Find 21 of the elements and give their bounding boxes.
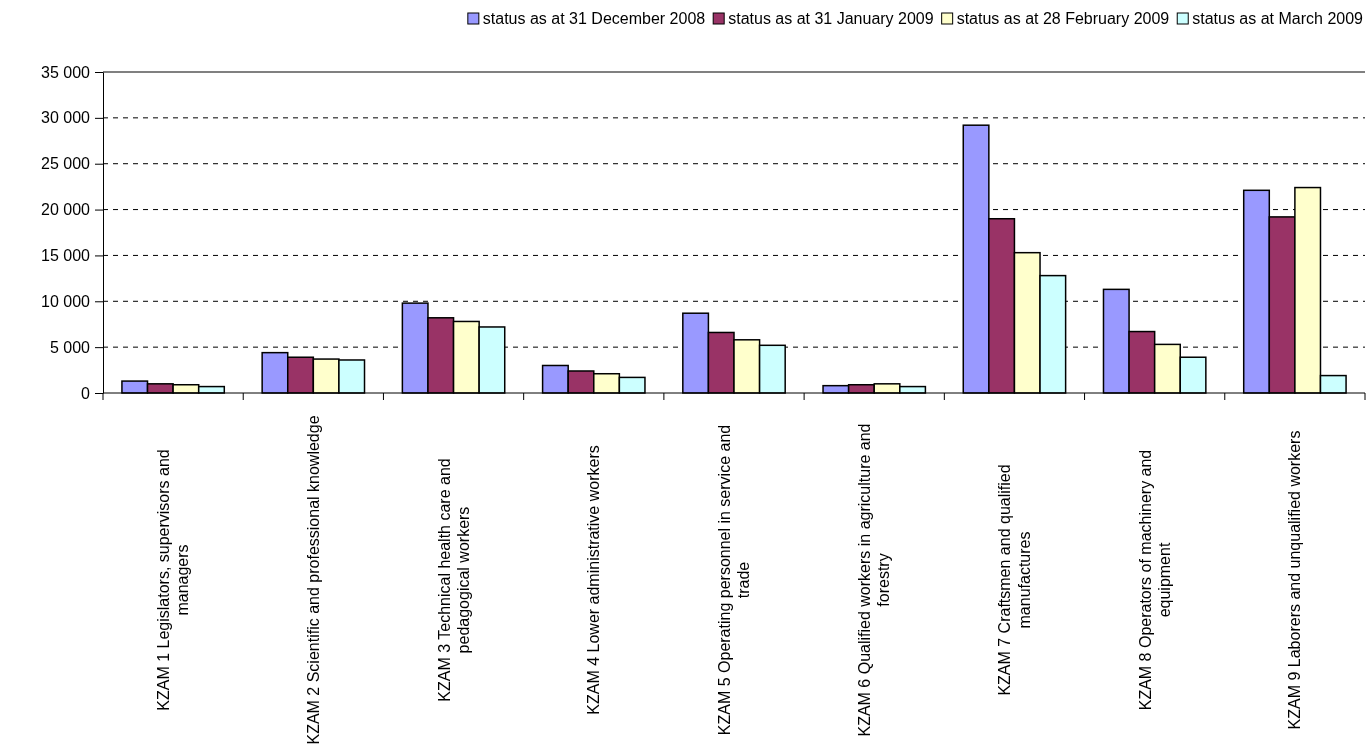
y-tick-label: 25 000 bbox=[41, 155, 91, 173]
x-tick-label: KZAM 4 Lower administrative workers bbox=[585, 445, 603, 715]
y-tick-label: 30 000 bbox=[41, 109, 91, 127]
y-tick-label: 10 000 bbox=[41, 292, 91, 310]
x-tick-label: KZAM 1 Legislators, supervisors and managers bbox=[155, 449, 192, 711]
x-tick-label: KZAM 3 Technical health care and pedagogical workers bbox=[435, 458, 472, 702]
x-tick-label: KZAM 8 Operators of machinery and equipment bbox=[1136, 449, 1173, 711]
legend-label: status as at 31 December 2008 bbox=[482, 10, 706, 27]
x-tick-label: KZAM 7 Craftsmen and qualified manufactures bbox=[996, 464, 1033, 696]
y-tick-label: 0 bbox=[81, 384, 91, 402]
y-tick-label: 15 000 bbox=[41, 247, 91, 265]
x-tick-label: KZAM 6 Qualified workers in agriculture and forestry bbox=[856, 423, 893, 737]
legend-label: status as at March 2009 bbox=[1192, 10, 1364, 27]
y-tick-label: 5 000 bbox=[49, 338, 91, 356]
x-tick-label: KZAM 5 Operating personnel in service and trade bbox=[716, 424, 753, 736]
legend-label: status as at 31 January 2009 bbox=[728, 10, 934, 27]
y-tick-label: 20 000 bbox=[41, 201, 91, 219]
legend-label: status as at 28 February 2009 bbox=[956, 10, 1170, 27]
x-tick-label: KZAM 2 Scientific and professional knowledge bbox=[304, 415, 322, 745]
x-tick-label: KZAM 9 Laborers and unqualified workers bbox=[1286, 430, 1304, 730]
y-tick-label: 35 000 bbox=[41, 63, 91, 81]
